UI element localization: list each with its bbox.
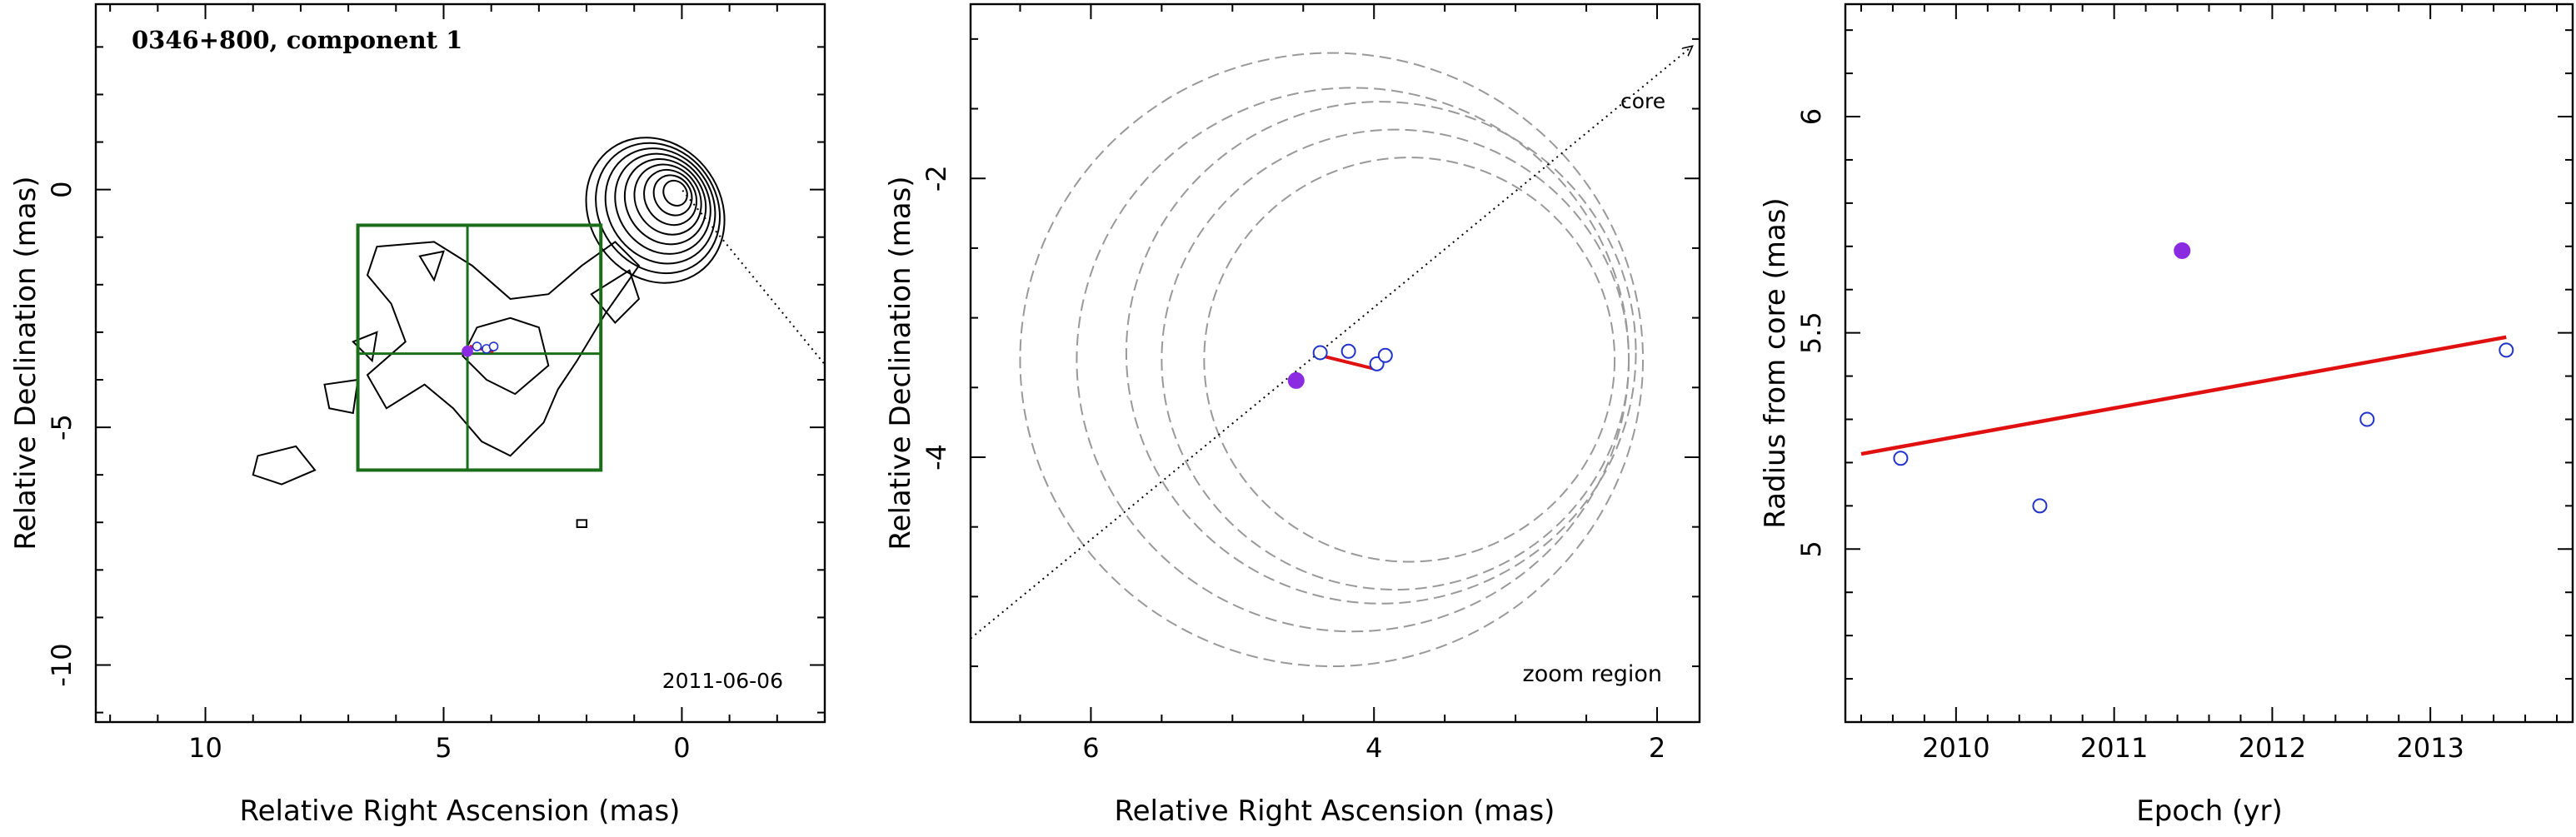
panel-2-zoom-label: zoom region [1523, 661, 1662, 687]
beam-circle [1076, 87, 1630, 633]
beam-circle [1203, 157, 1616, 563]
data-point-open [1312, 345, 1328, 361]
panel-3: 2010 2011 2012 2013 5 5.5 6 Epoch (yr) Radius … [1759, 2, 2574, 828]
trajectory-arrow [971, 46, 1693, 640]
core-contour-ring [585, 137, 726, 284]
panel-1-title: 0346+800, component 1 [132, 26, 462, 54]
data-point-filled [2174, 242, 2191, 259]
beam-circle [1161, 128, 1630, 590]
panel-3-ytick-label: 5.5 [1795, 311, 1827, 354]
core-contour-ring [633, 163, 702, 236]
panel-2-xtick-label: 6 [1082, 732, 1099, 764]
panel-3-xtick-label: 2010 [1922, 732, 1989, 764]
panel-3-xtick-label: 2011 [2080, 732, 2148, 764]
core-contour-ring [643, 168, 698, 227]
core-contour-ring [614, 152, 711, 255]
core-contour-ring [604, 147, 716, 265]
beam-circle [1125, 101, 1637, 605]
component-point-open [488, 341, 499, 351]
contour-outer [366, 241, 641, 457]
contour-island-4 [352, 331, 378, 363]
data-point-open [2499, 342, 2514, 358]
panel-2-ylabel: Relative Declination (mas) [884, 176, 917, 550]
contour-island-3 [418, 250, 445, 282]
core-contour-ring [652, 174, 693, 217]
panel-2-ytick-label: -4 [921, 444, 952, 471]
core-contour-ring [662, 179, 688, 207]
panel-3-xtick-label: 2013 [2396, 732, 2464, 764]
data-point-open [1377, 347, 1393, 363]
trajectory-line [681, 189, 825, 366]
panel-1-frame [94, 2, 826, 724]
panel-1: 10 5 0 0 -5 -10 0346+800, component 1 2011-06… [9, 2, 826, 828]
panel-2-xtick-label: 4 [1365, 732, 1382, 764]
contour-knot [590, 269, 641, 324]
panel-2-ytick-label: -2 [921, 165, 952, 192]
fit-line [1860, 335, 2507, 456]
panel-2-frame [969, 2, 1701, 724]
contour-island-2 [323, 378, 359, 415]
panel-1-ytick-label: -10 [46, 643, 77, 686]
panel-1-xtick-label: 0 [673, 732, 690, 764]
data-point-open [1893, 451, 1909, 466]
panel-2-xlabel: Relative Right Ascension (mas) [1115, 795, 1555, 828]
panel-1-ytick-label: 0 [46, 181, 77, 197]
panel-1-date: 2011-06-06 [662, 669, 783, 693]
data-point-open [2359, 411, 2375, 427]
core-contour-ring [623, 158, 707, 246]
beam-circle [1019, 52, 1645, 668]
panel-3-frame [1844, 2, 2574, 724]
panel-1-xtick-label: 10 [188, 732, 222, 764]
panel-2-core-label: core [1620, 89, 1665, 113]
panel-3-ytick-label: 6 [1795, 108, 1827, 125]
panel-1-xtick-label: 5 [435, 732, 452, 764]
data-point-filled [1287, 371, 1305, 389]
fit-line [1320, 353, 1378, 371]
panel-3-xlabel: Epoch (yr) [2136, 795, 2283, 828]
data-point-open [2032, 498, 2048, 514]
panel-3-ylabel: Radius from core (mas) [1759, 197, 1792, 528]
component-point-open [472, 341, 482, 351]
panel-1-xlabel: Relative Right Ascension (mas) [240, 795, 681, 828]
panel-1-ylabel: Relative Declination (mas) [9, 176, 42, 550]
core-contour-ring [595, 142, 721, 275]
panel-1-ytick-label: -5 [46, 414, 77, 441]
panel-2: 6 4 2 -2 -4 core zoom region Relative Right … [884, 2, 1701, 828]
panel-2-xtick-label: 2 [1649, 732, 1665, 764]
data-point-open [1340, 343, 1356, 359]
contour-island-1 [252, 445, 317, 486]
contour-inner [462, 316, 550, 396]
panel-3-ytick-label: 5 [1795, 541, 1827, 557]
panel-3-xtick-label: 2012 [2239, 732, 2306, 764]
component-point-filled [462, 345, 473, 357]
contour-island-5 [576, 519, 588, 528]
zoom-box [356, 223, 603, 472]
